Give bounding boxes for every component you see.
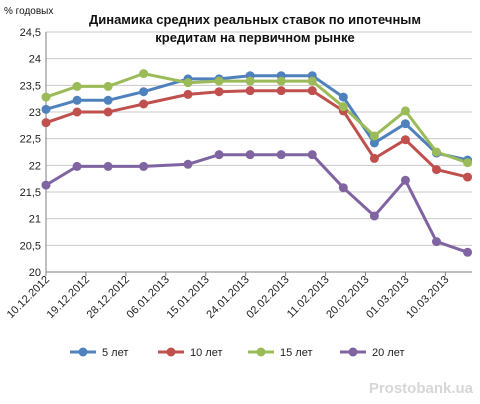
series-line bbox=[45, 74, 468, 162]
data-point bbox=[72, 107, 82, 117]
data-point bbox=[41, 104, 51, 114]
data-point bbox=[369, 138, 379, 148]
data-point bbox=[139, 87, 149, 97]
data-point bbox=[400, 175, 410, 185]
y-tick-label: 22,5 bbox=[20, 134, 41, 146]
data-point bbox=[139, 161, 149, 171]
series-line bbox=[45, 153, 469, 254]
data-point bbox=[72, 161, 82, 171]
data-point bbox=[276, 150, 286, 160]
data-point bbox=[338, 102, 348, 112]
data-point bbox=[72, 81, 82, 91]
x-tick-labels: 10.12.201219.12.201228.12.201206.01.2013… bbox=[5, 274, 452, 321]
data-point bbox=[338, 92, 348, 102]
data-point bbox=[103, 161, 113, 171]
data-point bbox=[307, 150, 317, 160]
y-tick-label: 21 bbox=[29, 214, 41, 226]
x-tick-label: 10.03.2013 bbox=[404, 274, 451, 321]
data-point bbox=[183, 159, 193, 169]
y-tick-label: 21,5 bbox=[20, 187, 41, 199]
data-point bbox=[369, 131, 379, 141]
series-group bbox=[41, 69, 473, 257]
data-point bbox=[72, 95, 82, 105]
data-point bbox=[369, 211, 379, 221]
data-point bbox=[276, 76, 286, 86]
y-tick-labels: 20 20,5 21 21,5 22 22,5 23 23,5 24 24,5 bbox=[20, 27, 41, 279]
legend-swatch-marker bbox=[348, 347, 358, 357]
legend-label: 10 лет bbox=[190, 347, 223, 359]
data-point bbox=[369, 153, 379, 163]
y-tick-label: 20 bbox=[29, 267, 41, 279]
y-tick-label: 20,5 bbox=[20, 240, 41, 252]
data-point bbox=[432, 237, 441, 247]
y-tick-label: 22 bbox=[29, 160, 41, 172]
data-point bbox=[432, 165, 441, 175]
data-point bbox=[183, 89, 193, 99]
data-point bbox=[400, 135, 410, 145]
data-point bbox=[307, 86, 317, 96]
data-point bbox=[463, 172, 473, 182]
y-tick-label: 24,5 bbox=[20, 27, 41, 39]
data-point bbox=[103, 95, 113, 105]
data-point bbox=[183, 78, 193, 88]
data-point bbox=[463, 247, 473, 257]
legend-swatch-marker bbox=[166, 347, 176, 357]
data-point bbox=[41, 180, 51, 190]
watermark: Prostobank.ua bbox=[369, 380, 474, 397]
chart-title-line-1: Динамика средних реальных ставок по ипот… bbox=[89, 12, 421, 27]
data-point bbox=[103, 107, 113, 117]
x-tick-label: 02.02.2013 bbox=[244, 274, 291, 321]
data-point bbox=[103, 81, 113, 91]
data-point bbox=[214, 76, 224, 86]
data-point bbox=[400, 119, 410, 129]
series-line bbox=[45, 89, 468, 179]
data-point bbox=[139, 99, 149, 109]
data-point bbox=[245, 150, 255, 160]
y-axis-unit: % годовых bbox=[4, 6, 53, 17]
axes bbox=[45, 32, 472, 276]
gridlines bbox=[46, 31, 472, 246]
legend-swatch-marker bbox=[78, 347, 88, 357]
y-tick-label: 23 bbox=[29, 107, 41, 119]
data-point bbox=[41, 92, 51, 102]
data-point bbox=[432, 147, 441, 157]
data-point bbox=[41, 118, 51, 128]
legend: 5 лет 10 лет 15 лет 20 лет bbox=[70, 347, 405, 359]
data-point bbox=[463, 158, 473, 168]
series-line bbox=[45, 72, 469, 165]
data-point bbox=[307, 76, 317, 86]
data-point bbox=[400, 106, 410, 116]
data-point bbox=[245, 86, 255, 96]
legend-label: 5 лет bbox=[102, 347, 128, 359]
legend-label: 15 лет bbox=[280, 347, 313, 359]
data-point bbox=[245, 76, 255, 86]
data-point bbox=[276, 86, 286, 96]
y-tick-label: 23,5 bbox=[20, 80, 41, 92]
y-tick-label: 24 bbox=[29, 54, 41, 66]
data-point bbox=[214, 87, 224, 97]
legend-label: 20 лет bbox=[372, 347, 405, 359]
chart-title-line-2: кредитам на первичном рынке bbox=[155, 30, 354, 45]
data-point bbox=[139, 69, 149, 79]
legend-swatch-marker bbox=[256, 347, 266, 357]
data-point bbox=[214, 150, 224, 160]
data-point bbox=[338, 183, 348, 193]
